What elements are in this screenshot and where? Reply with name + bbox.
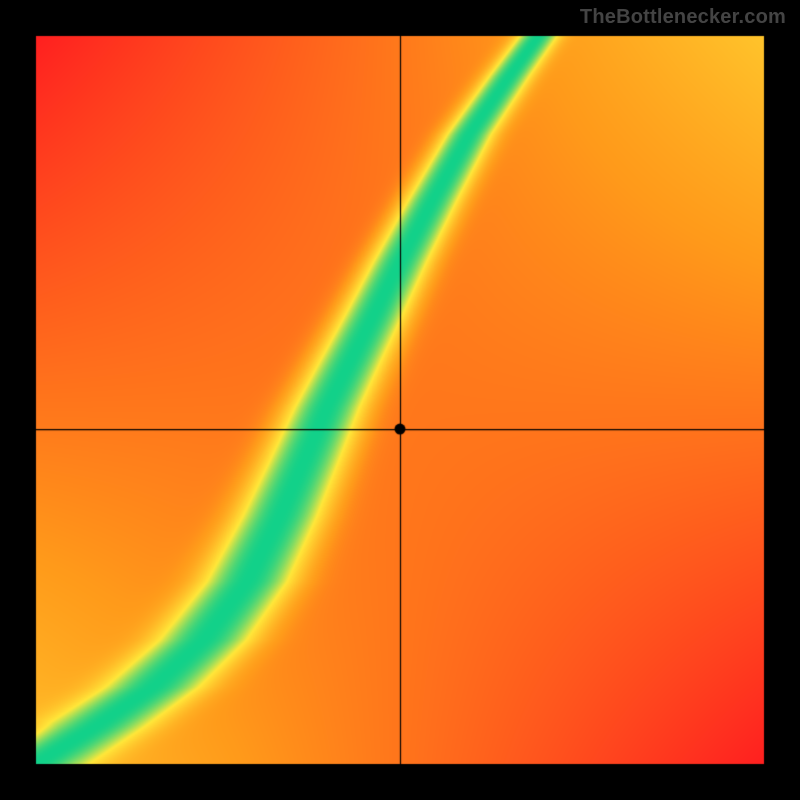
watermark-text: TheBottlenecker.com xyxy=(580,6,786,29)
bottleneck-heatmap xyxy=(0,0,800,800)
